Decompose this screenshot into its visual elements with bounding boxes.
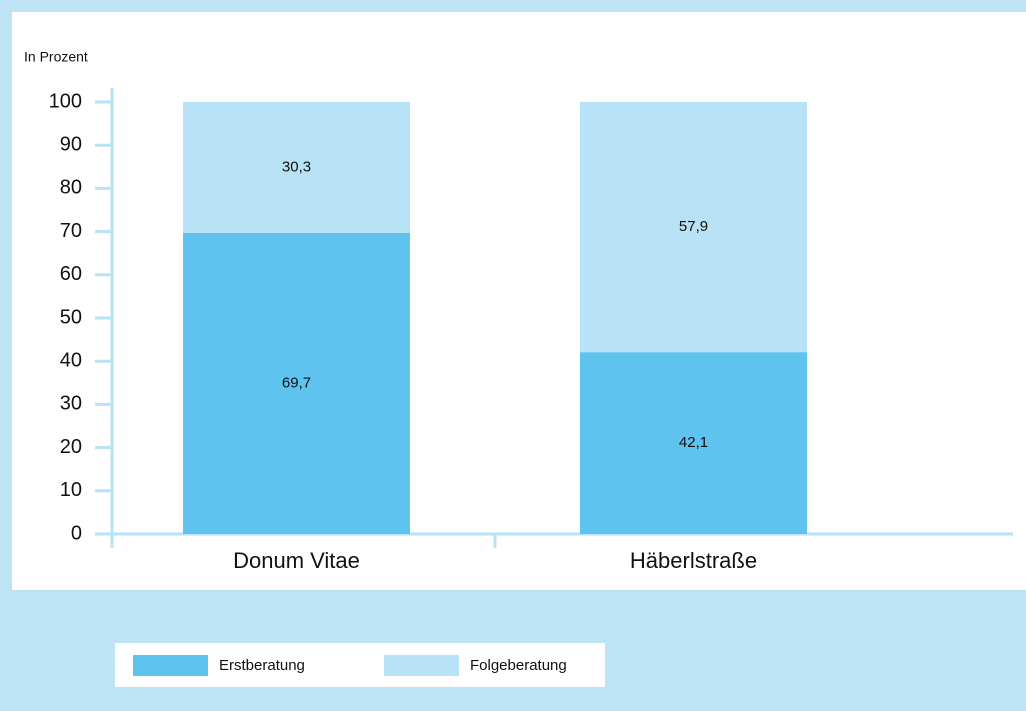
y-tick-label: 70: [60, 220, 82, 242]
bar-segment: [183, 102, 410, 233]
legend-label: Erstberatung: [219, 657, 305, 674]
y-tick-label: 90: [60, 133, 82, 155]
y-tick-label: 80: [60, 177, 82, 199]
value-label: 69,7: [282, 374, 311, 391]
y-tick-label: 50: [60, 306, 82, 328]
x-tick-label: Donum Vitae: [233, 548, 360, 573]
bar-segment: [580, 102, 807, 353]
y-tick-label: 30: [60, 393, 82, 415]
x-tick-label: Häberlstraße: [630, 548, 757, 573]
plot-panel: [12, 12, 1026, 590]
y-tick-label: 60: [60, 263, 82, 285]
value-label: 57,9: [679, 218, 708, 235]
bar-segment: [183, 232, 410, 534]
bar-segment: [580, 352, 807, 534]
legend-swatch: [384, 655, 459, 676]
y-tick-label: 20: [60, 436, 82, 458]
y-tick-label: 0: [71, 522, 82, 544]
y-tick-label: 100: [49, 90, 82, 112]
value-label: 42,1: [679, 434, 708, 451]
legend-swatch: [133, 655, 208, 676]
y-tick-label: 10: [60, 479, 82, 501]
y-axis-label: In Prozent: [24, 49, 88, 65]
y-tick-label: 40: [60, 349, 82, 371]
legend-label: Folgeberatung: [470, 657, 567, 674]
value-label: 30,3: [282, 158, 311, 175]
